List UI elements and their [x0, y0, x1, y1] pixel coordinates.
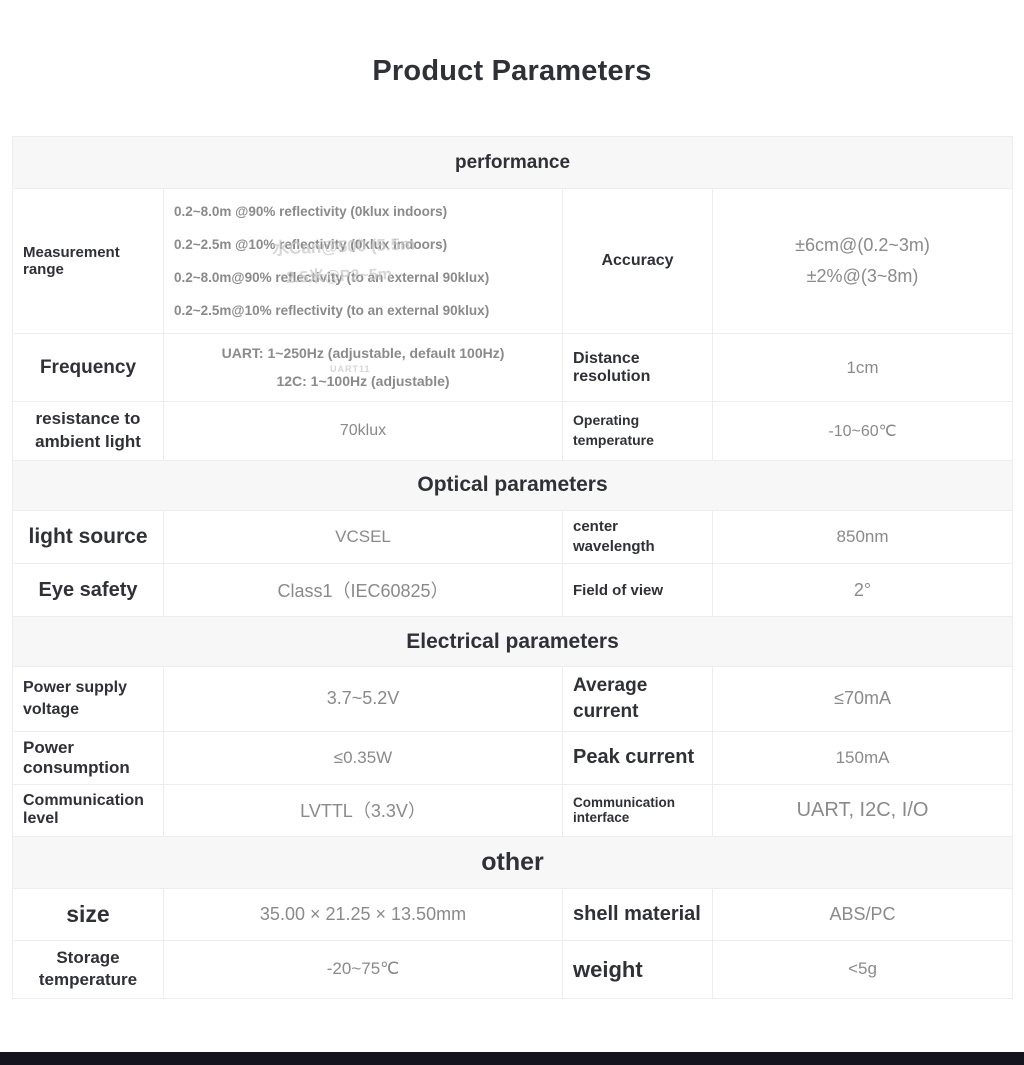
- row-value-light-source: VCSEL: [163, 509, 563, 565]
- row-label-field-of-view: Field of view: [562, 563, 713, 618]
- row-label-eye-safety: Eye safety: [12, 563, 164, 618]
- row-label-power-supply-voltage: Power supply voltage: [12, 666, 164, 732]
- table-row-communication-level: Communication level LVTTL（3.3V） Communic…: [12, 783, 1014, 837]
- table-row-ambient-light: resistance to ambient light 70klux Opera…: [12, 400, 1014, 461]
- row-label-communication-interface: Communication interface: [562, 783, 713, 837]
- row-value-center-wavelength: 850nm: [711, 509, 1014, 565]
- bottom-bar: [0, 1052, 1024, 1065]
- row-label-center-wavelength: center wavelength: [562, 509, 713, 565]
- section-title: Optical parameters: [11, 459, 1014, 511]
- section-title: other: [11, 835, 1014, 889]
- table-row-frequency: Frequency UART: 1~250Hz (adjustable, def…: [12, 333, 1014, 402]
- row-label-frequency: Frequency: [12, 333, 164, 402]
- row-value-storage-temperature: -20~75℃: [163, 939, 563, 1000]
- table-row-power-supply-voltage: Power supply voltage 3.7~5.2V Average cu…: [12, 666, 1014, 732]
- row-value-communication-level: LVTTL（3.3V）: [163, 783, 563, 837]
- row-value-power-supply-voltage: 3.7~5.2V: [163, 666, 563, 732]
- value-line: UART: 1~250Hz (adjustable, default 100Hz…: [221, 345, 505, 362]
- row-label-ambient-light: resistance to ambient light: [12, 400, 164, 461]
- value-line: ±2%@(3~8m): [806, 266, 919, 287]
- page-title: Product Parameters: [372, 55, 652, 87]
- row-value-operating-temperature: -10~60℃: [711, 400, 1014, 461]
- value-line: 0.2~8.0m@90% reflectivity (to an externa…: [174, 270, 490, 286]
- table-row-measurement-range: Measurement range 0.2~8.0m @90% reflecti…: [12, 187, 1014, 335]
- row-value-weight: <5g: [711, 939, 1014, 1000]
- row-label-accuracy: Accuracy: [562, 187, 713, 335]
- row-label-measurement-range: Measurement range: [12, 187, 164, 335]
- table-row-light-source: light source VCSEL center wavelength 850…: [12, 509, 1014, 565]
- row-value-eye-safety: Class1（IEC60825）: [163, 563, 563, 618]
- row-label-weight: weight: [562, 939, 713, 1000]
- row-label-average-current: Average current: [562, 666, 713, 732]
- section-header-performance: performance: [11, 136, 1014, 189]
- section-header-other: other: [11, 835, 1014, 889]
- row-value-peak-current: 150mA: [711, 730, 1014, 785]
- value-line: 0.2~8.0m @90% reflectivity (0klux indoor…: [174, 204, 448, 219]
- table-row-eye-safety: Eye safety Class1（IEC60825） Field of vie…: [12, 563, 1014, 618]
- row-label-size: size: [12, 887, 164, 941]
- value-line: ±6cm@(0.2~3m): [795, 234, 930, 255]
- row-value-accuracy: ±6cm@(0.2~3m) ±2%@(3~8m): [711, 187, 1014, 335]
- row-label-operating-temperature: Operating temperature: [562, 400, 713, 461]
- row-value-average-current: ≤70mA: [711, 666, 1014, 732]
- table-row-storage-temperature: Storage temperature -20~75℃ weight <5g: [12, 939, 1014, 1000]
- row-label-power-consumption: Power consumption: [12, 730, 164, 785]
- row-value-measurement-range: 0.2~8.0m @90% reflectivity (0klux indoor…: [163, 187, 563, 335]
- section-header-optical: Optical parameters: [11, 459, 1014, 511]
- value-line: 12C: 1~100Hz (adjustable): [276, 372, 450, 389]
- section-title: performance: [11, 136, 1014, 189]
- row-value-size: 35.00 × 21.25 × 13.50mm: [163, 887, 563, 941]
- row-value-shell-material: ABS/PC: [711, 887, 1014, 941]
- row-label-communication-level: Communication level: [12, 783, 164, 837]
- product-parameters-table: performance Measurement range 0.2~8.0m @…: [11, 136, 1014, 1000]
- row-label-distance-resolution: Distance resolution: [562, 333, 713, 402]
- row-value-distance-resolution: 1cm: [711, 333, 1014, 402]
- value-line: 0.2~2.5m@10% reflectivity (to an externa…: [174, 303, 490, 319]
- table-row-power-consumption: Power consumption ≤0.35W Peak current 15…: [12, 730, 1014, 785]
- row-label-shell-material: shell material: [562, 887, 713, 941]
- row-value-frequency: UART: 1~250Hz (adjustable, default 100Hz…: [163, 333, 563, 402]
- row-label-light-source: light source: [12, 509, 164, 565]
- row-value-power-consumption: ≤0.35W: [163, 730, 563, 785]
- table-row-size: size 35.00 × 21.25 × 13.50mm shell mater…: [12, 887, 1014, 941]
- section-header-electrical: Electrical parameters: [11, 616, 1014, 668]
- row-label-storage-temperature: Storage temperature: [12, 939, 164, 1000]
- row-value-ambient-light: 70klux: [163, 400, 563, 461]
- row-value-communication-interface: UART, I2C, I/O: [711, 783, 1014, 837]
- row-value-field-of-view: 2°: [711, 563, 1014, 618]
- section-title: Electrical parameters: [11, 616, 1014, 668]
- value-line: 0.2~2.5m @10% reflectivity (0klux indoor…: [174, 237, 448, 253]
- row-label-peak-current: Peak current: [562, 730, 713, 785]
